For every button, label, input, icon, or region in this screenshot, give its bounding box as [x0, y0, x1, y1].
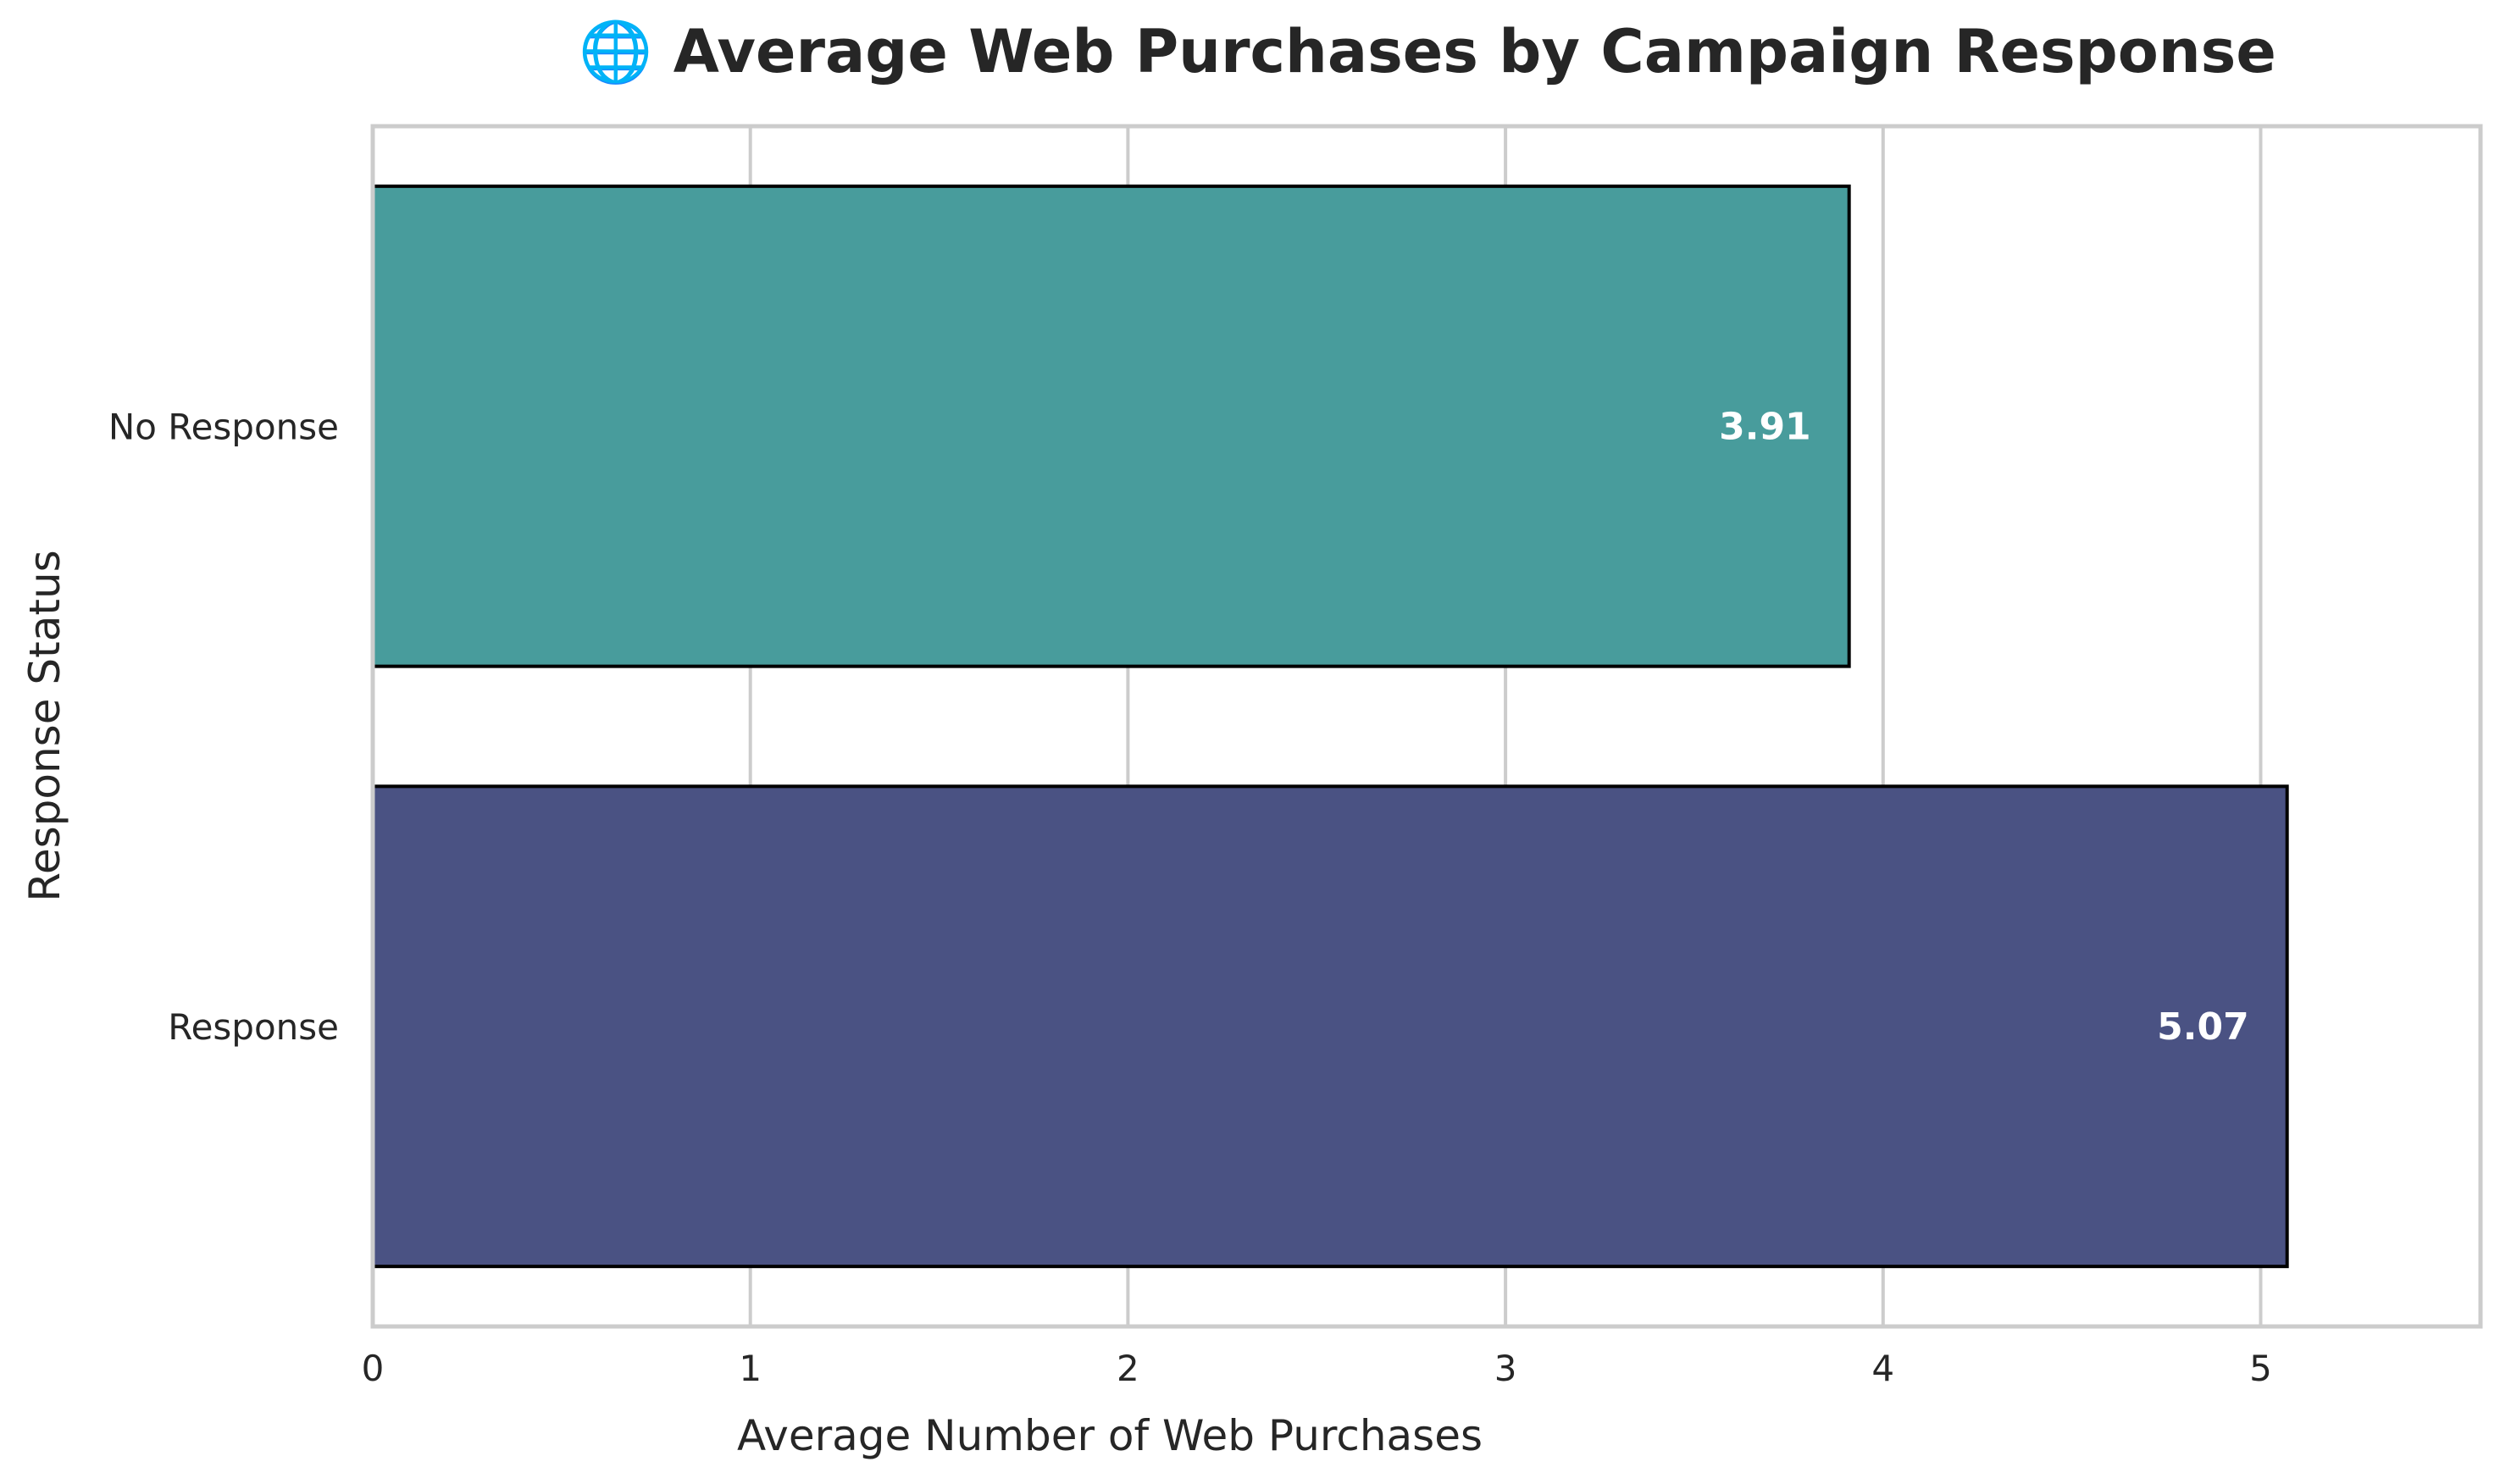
y-axis-ticks: No Response Response: [108, 406, 339, 1048]
bar-response: [371, 784, 2289, 1269]
bar-no-response: [371, 184, 1851, 668]
x-tick-label: 2: [1117, 1348, 1139, 1389]
x-axis-label: Average Number of Web Purchases: [737, 1411, 1483, 1460]
x-tick-label: 1: [739, 1348, 762, 1389]
data-labels: 3.91 5.07: [1719, 405, 2249, 1049]
x-axis-ticks: 0 1 2 3 4 5: [362, 1348, 2272, 1389]
x-tick-label: 4: [1871, 1348, 1894, 1389]
chart-title: 🌐 Average Web Purchases by Campaign Resp…: [579, 17, 2276, 86]
data-label: 3.91: [1719, 405, 1811, 448]
y-axis-label: Response Status: [20, 550, 69, 901]
x-tick-label: 0: [362, 1348, 385, 1389]
data-label: 5.07: [2157, 1005, 2249, 1049]
x-tick-label: 3: [1494, 1348, 1517, 1389]
y-tick-label: No Response: [108, 406, 339, 447]
y-tick-label: Response: [168, 1006, 339, 1048]
plot-frame: [370, 124, 2483, 1329]
bars: [371, 184, 2289, 1269]
x-tick-label: 5: [2249, 1348, 2272, 1389]
